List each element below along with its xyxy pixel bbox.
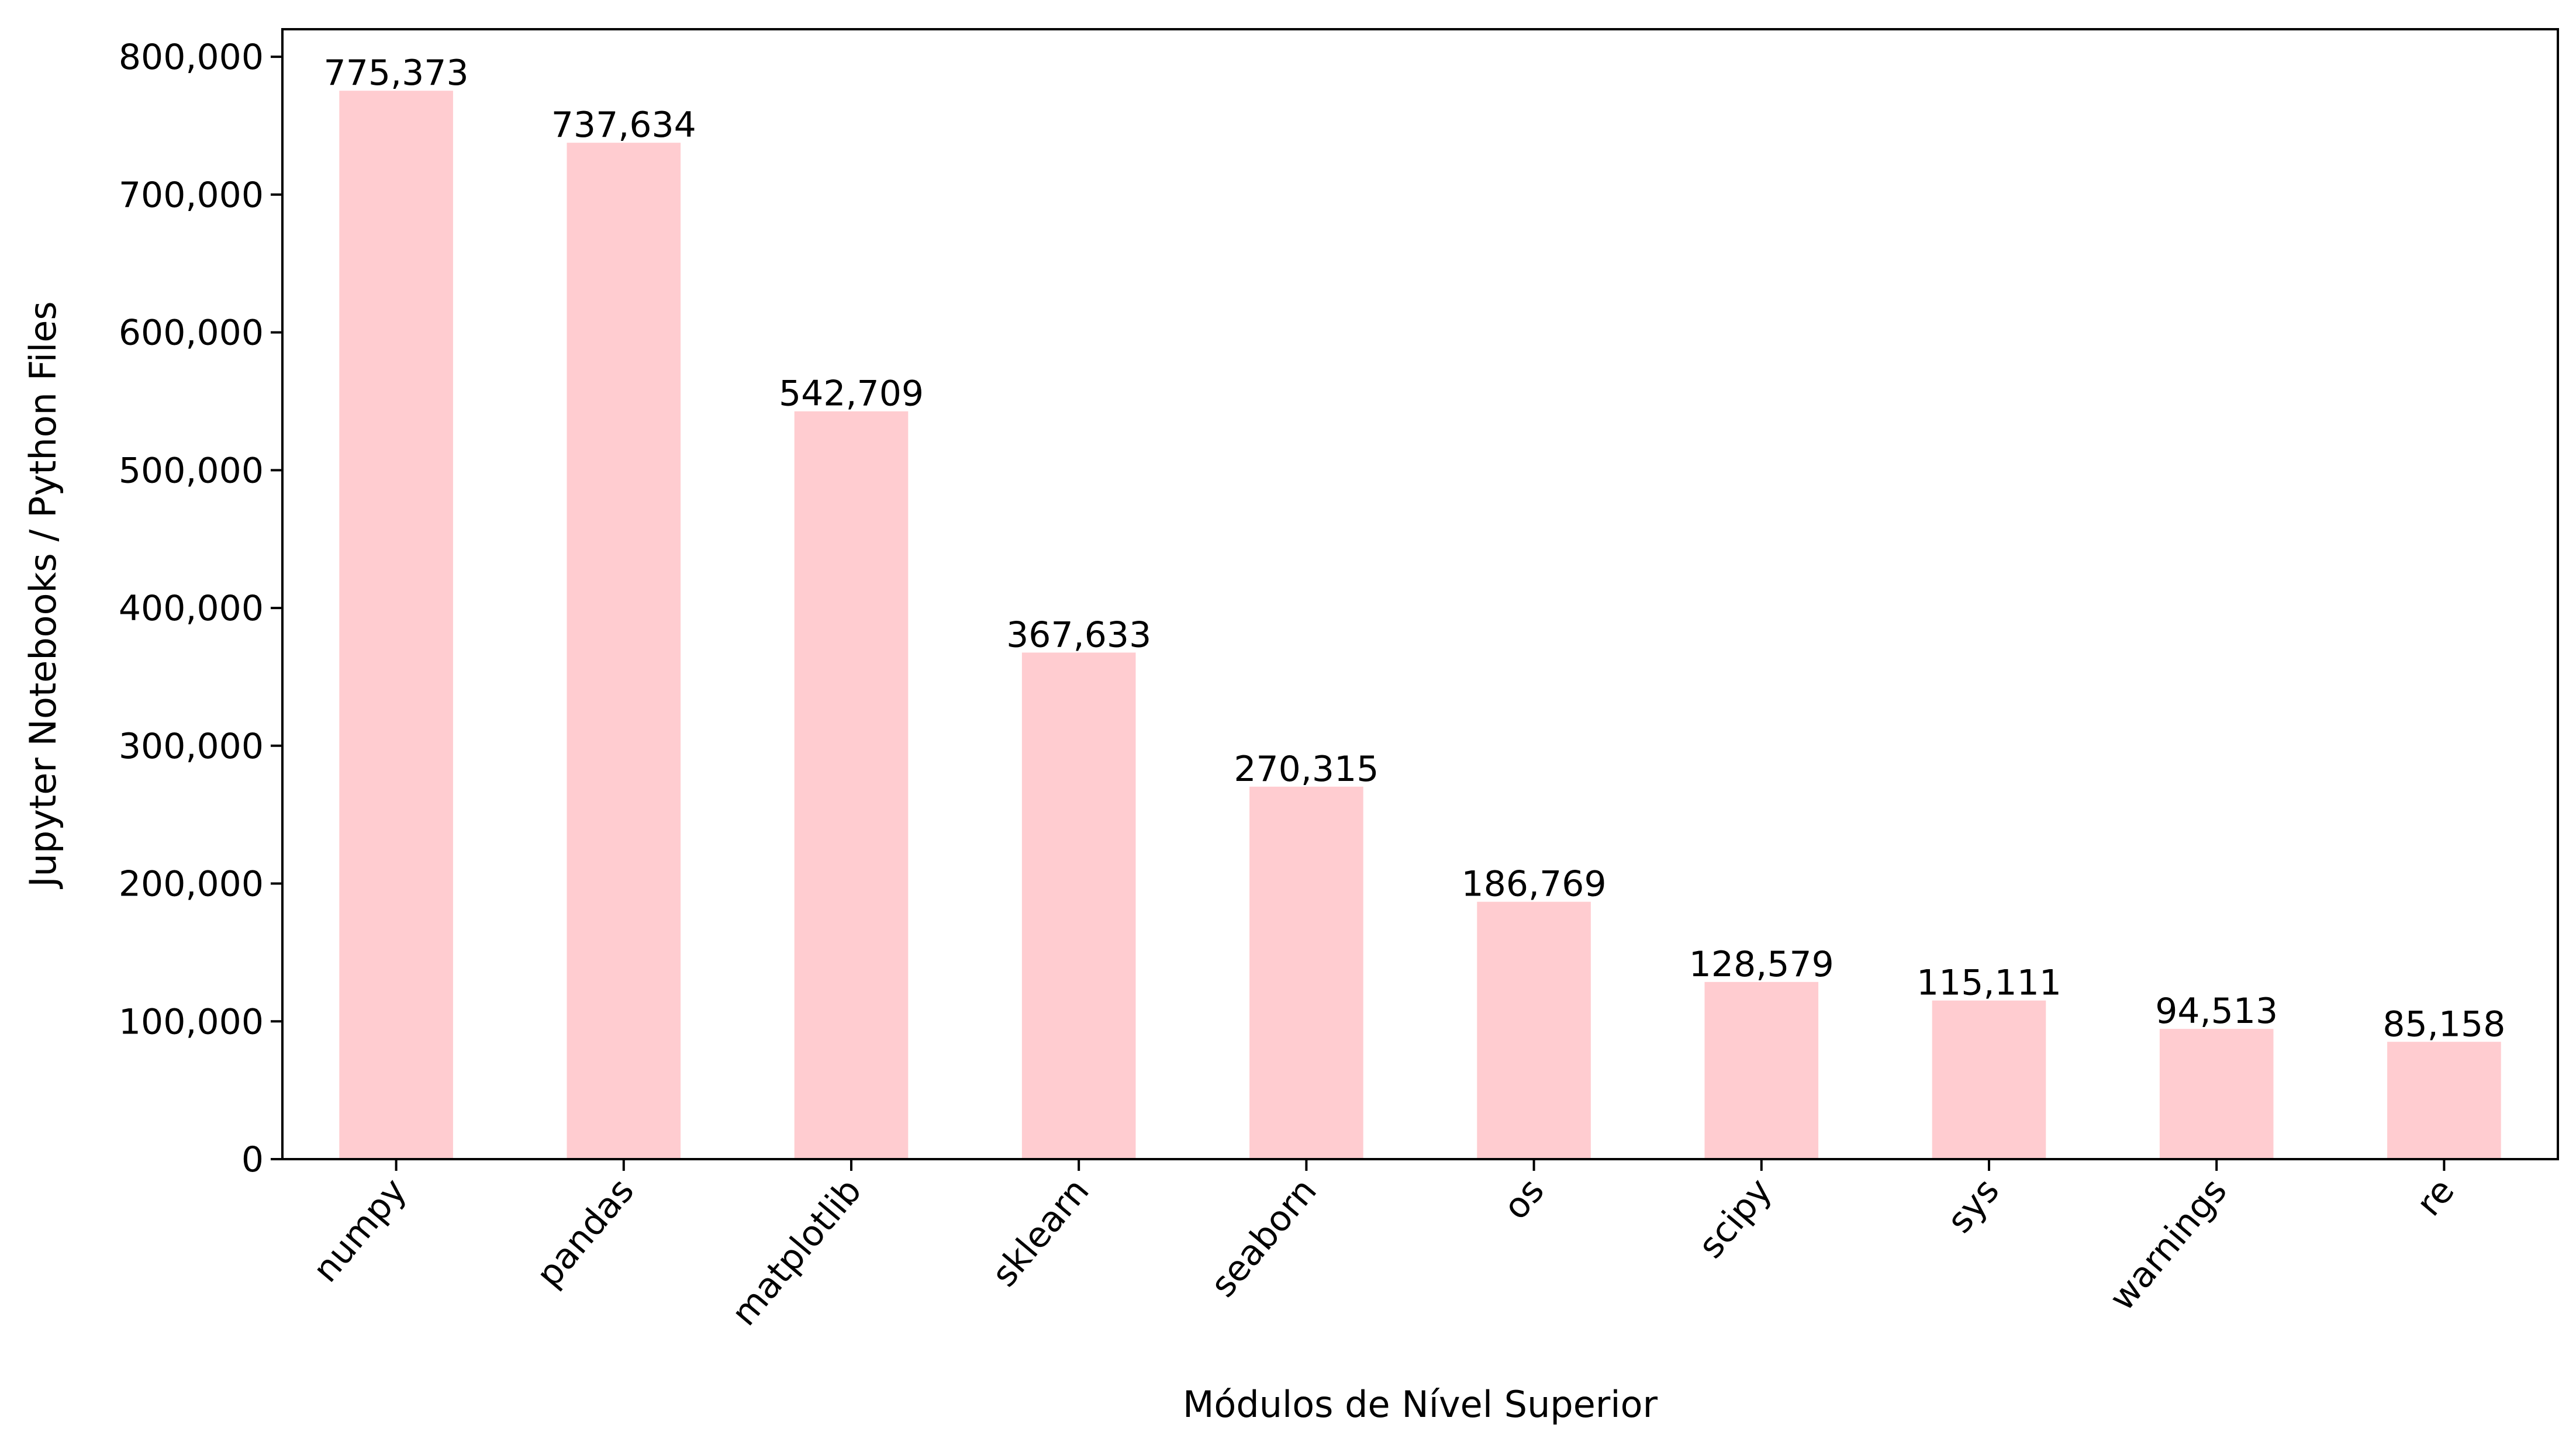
data-label-scipy: 128,579: [1689, 944, 1834, 985]
bar-os: [1477, 901, 1591, 1159]
bar-seaborn: [1249, 786, 1363, 1159]
x-tick-label-sys: sys: [1939, 1171, 2008, 1241]
data-label-sklearn: 367,633: [1006, 614, 1151, 655]
y-tick-label: 700,000: [119, 175, 264, 216]
y-tick-label: 600,000: [119, 313, 264, 354]
data-label-seaborn: 270,315: [1234, 749, 1379, 790]
x-axis-title: Módulos de Nível Superior: [1183, 1383, 1658, 1426]
data-label-numpy: 775,373: [324, 53, 469, 94]
y-axis: 0 100,000 200,000 300,000 400,000 500,000 600,…: [119, 37, 282, 1180]
bars-layer: [339, 91, 2501, 1160]
data-labels-layer: 775,373 737,634 542,709 367,633 270,315 186,7…: [324, 53, 2506, 1045]
y-tick-label: 400,000: [119, 588, 264, 629]
bar-sklearn: [1021, 652, 1136, 1159]
bar-numpy: [339, 91, 453, 1160]
x-tick-label-seaborn: seaborn: [1203, 1171, 1325, 1305]
y-axis-title: Jupyter Notebooks / Python Files: [22, 301, 64, 889]
data-label-pandas: 737,634: [551, 105, 696, 146]
bar-warnings: [2159, 1029, 2274, 1159]
bar-re: [2387, 1042, 2501, 1159]
y-tick-label: 300,000: [119, 726, 264, 767]
data-label-matplotlib: 542,709: [779, 374, 924, 414]
data-label-warnings: 94,513: [2155, 991, 2278, 1032]
bar-pandas: [567, 143, 681, 1159]
data-label-os: 186,769: [1462, 864, 1607, 905]
x-tick-label-sklearn: sklearn: [984, 1171, 1097, 1295]
y-tick-label: 200,000: [119, 864, 264, 905]
x-tick-label-scipy: scipy: [1690, 1171, 1780, 1266]
y-tick-label: 800,000: [119, 37, 264, 78]
y-tick-label: 100,000: [119, 1001, 264, 1042]
data-label-sys: 115,111: [1917, 963, 2062, 1004]
y-tick-label: 0: [241, 1139, 264, 1180]
x-tick-label-numpy: numpy: [305, 1171, 415, 1290]
x-tick-label-pandas: pandas: [529, 1171, 642, 1295]
plot-frame: [281, 28, 2559, 1160]
bar-sys: [1932, 1000, 2046, 1159]
y-tick-label: 500,000: [119, 450, 264, 491]
x-tick-label-os: os: [1496, 1171, 1552, 1228]
bar-scipy: [1704, 981, 1819, 1159]
x-tick-label-re: re: [2409, 1171, 2463, 1224]
x-tick-label-matplotlib: matplotlib: [724, 1171, 870, 1334]
data-label-re: 85,158: [2382, 1004, 2505, 1045]
x-tick-label-warnings: warnings: [2102, 1171, 2235, 1319]
x-axis: numpy pandas matplotlib sklearn seaborn os sci…: [305, 1159, 2463, 1333]
bar-matplotlib: [794, 411, 909, 1159]
